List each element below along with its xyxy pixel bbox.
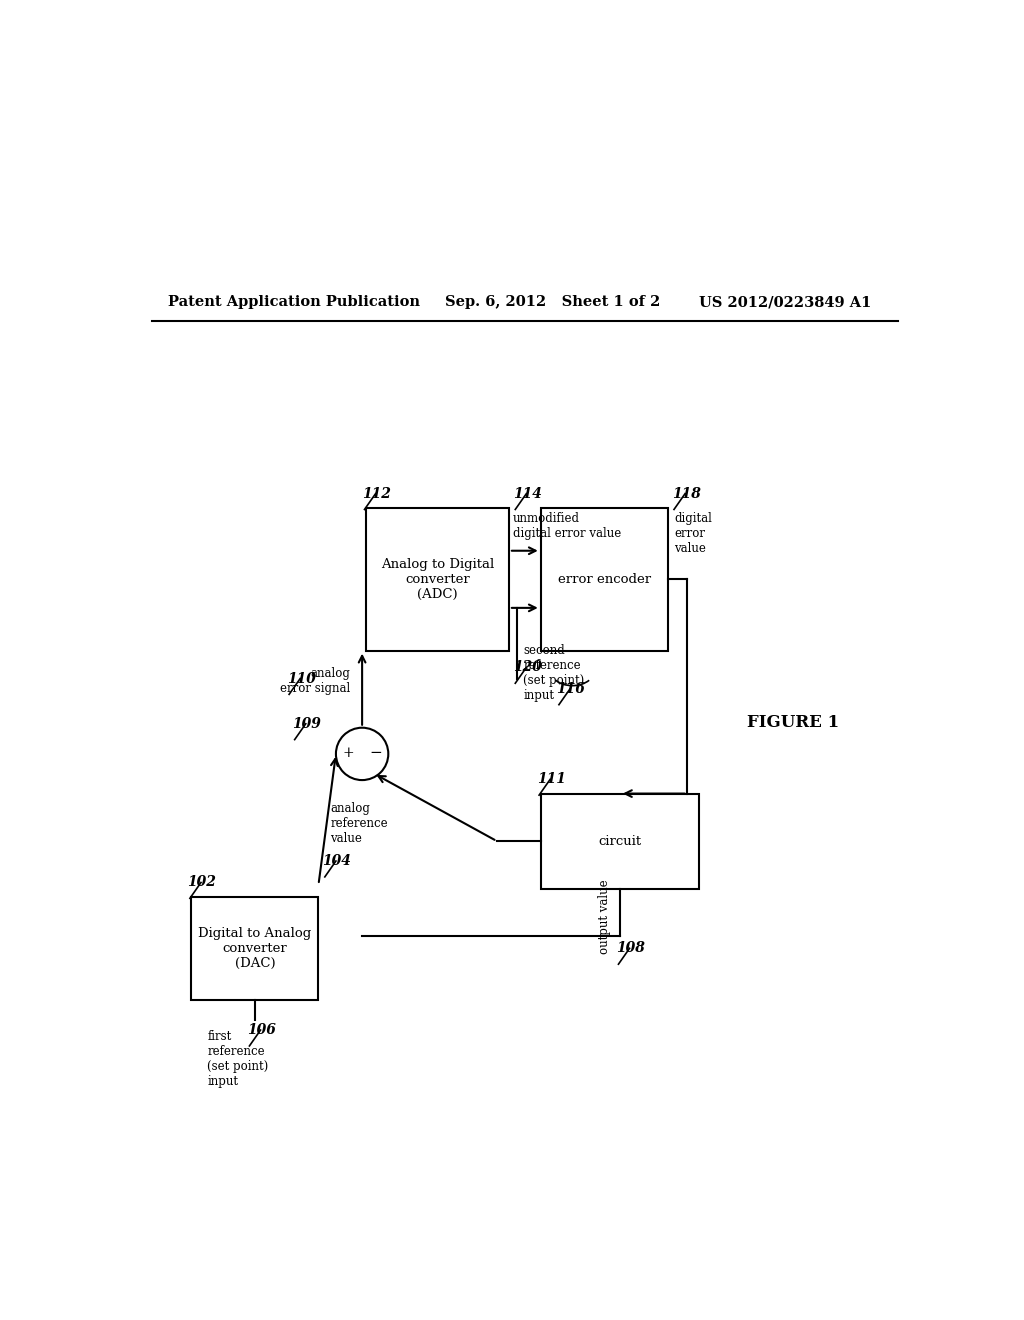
FancyBboxPatch shape bbox=[367, 508, 509, 651]
Text: −: − bbox=[370, 746, 382, 760]
Text: analog
error signal: analog error signal bbox=[280, 668, 350, 696]
Text: Sep. 6, 2012   Sheet 1 of 2: Sep. 6, 2012 Sheet 1 of 2 bbox=[445, 296, 660, 309]
Text: 116: 116 bbox=[557, 682, 586, 696]
FancyBboxPatch shape bbox=[191, 896, 318, 1001]
FancyBboxPatch shape bbox=[541, 508, 668, 651]
Text: error encoder: error encoder bbox=[558, 573, 650, 586]
Text: 114: 114 bbox=[513, 487, 542, 500]
Text: 120: 120 bbox=[513, 660, 542, 675]
FancyBboxPatch shape bbox=[541, 793, 699, 888]
Text: 102: 102 bbox=[187, 875, 216, 890]
Text: FIGURE 1: FIGURE 1 bbox=[748, 714, 839, 731]
Text: output value: output value bbox=[598, 879, 610, 954]
Text: circuit: circuit bbox=[598, 834, 642, 847]
Text: US 2012/0223849 A1: US 2012/0223849 A1 bbox=[699, 296, 871, 309]
Text: Analog to Digital
converter
(ADC): Analog to Digital converter (ADC) bbox=[381, 558, 495, 601]
Text: first
reference
(set point)
input: first reference (set point) input bbox=[207, 1030, 268, 1088]
Text: unmodified
digital error value: unmodified digital error value bbox=[513, 512, 622, 540]
Text: 111: 111 bbox=[537, 772, 565, 787]
Text: 112: 112 bbox=[362, 487, 391, 500]
Text: +: + bbox=[343, 746, 354, 760]
Text: 118: 118 bbox=[672, 487, 700, 500]
Text: 110: 110 bbox=[287, 672, 315, 685]
Text: 108: 108 bbox=[616, 941, 645, 956]
Text: 104: 104 bbox=[323, 854, 351, 869]
Text: Digital to Analog
converter
(DAC): Digital to Analog converter (DAC) bbox=[199, 927, 311, 970]
Text: 106: 106 bbox=[247, 1023, 275, 1038]
Text: digital
error
value: digital error value bbox=[674, 512, 712, 554]
Text: second
reference
(set point)
input: second reference (set point) input bbox=[523, 644, 585, 702]
Text: 109: 109 bbox=[292, 717, 322, 731]
Text: analog
reference
value: analog reference value bbox=[331, 803, 388, 845]
Text: Patent Application Publication: Patent Application Publication bbox=[168, 296, 420, 309]
